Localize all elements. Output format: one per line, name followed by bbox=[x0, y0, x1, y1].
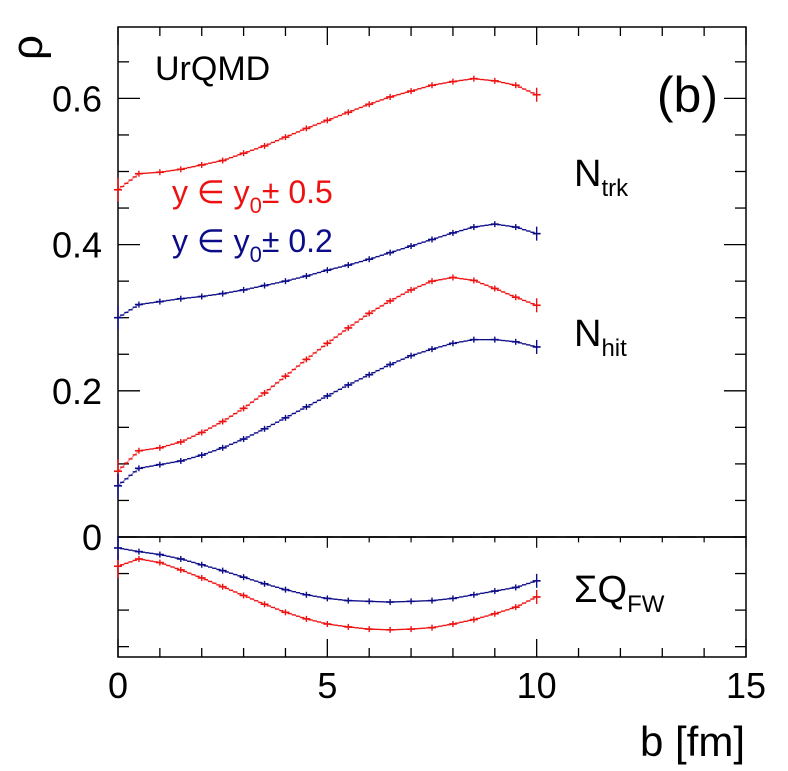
axis-ticks bbox=[117, 27, 747, 657]
model-label: UrQMD bbox=[155, 50, 270, 88]
y-tick-label-0.4: 0.4 bbox=[52, 225, 102, 266]
y-tick-label-0.6: 0.6 bbox=[52, 78, 102, 119]
series-2 bbox=[114, 274, 541, 484]
x-tick-labels: 0 5 10 15 bbox=[108, 665, 766, 706]
x-tick-label-15: 15 bbox=[726, 665, 766, 706]
x-tick-label-10: 10 bbox=[517, 665, 557, 706]
series-3 bbox=[114, 336, 541, 498]
series-0 bbox=[114, 75, 541, 202]
group-label-sumqfw: ΣQFW bbox=[574, 569, 665, 618]
series-layer bbox=[114, 75, 541, 633]
y-tick-label-0.2: 0.2 bbox=[52, 371, 102, 412]
group-labels: Ntrk Nhit ΣQFW bbox=[574, 153, 665, 618]
y-axis-label: ρ bbox=[3, 35, 52, 60]
panel-label: (b) bbox=[657, 67, 718, 123]
legend-entry-0.2: y ∈ y0± 0.2 bbox=[172, 223, 333, 267]
series-1 bbox=[114, 221, 541, 330]
series-4 bbox=[114, 554, 541, 633]
legend-entry-0.5: y ∈ y0± 0.5 bbox=[172, 174, 333, 218]
legend: y ∈ y0± 0.5 y ∈ y0± 0.2 bbox=[172, 174, 333, 267]
y-tick-label-0: 0 bbox=[82, 517, 102, 558]
x-tick-label-0: 0 bbox=[108, 665, 128, 706]
x-axis-label: b [fm] bbox=[640, 718, 745, 765]
group-label-ntrk: Ntrk bbox=[574, 153, 629, 202]
series-5 bbox=[114, 535, 541, 606]
group-label-nhit: Nhit bbox=[574, 313, 627, 362]
x-tick-label-5: 5 bbox=[317, 665, 337, 706]
y-tick-labels: 0 0.2 0.4 0.6 bbox=[52, 78, 102, 558]
